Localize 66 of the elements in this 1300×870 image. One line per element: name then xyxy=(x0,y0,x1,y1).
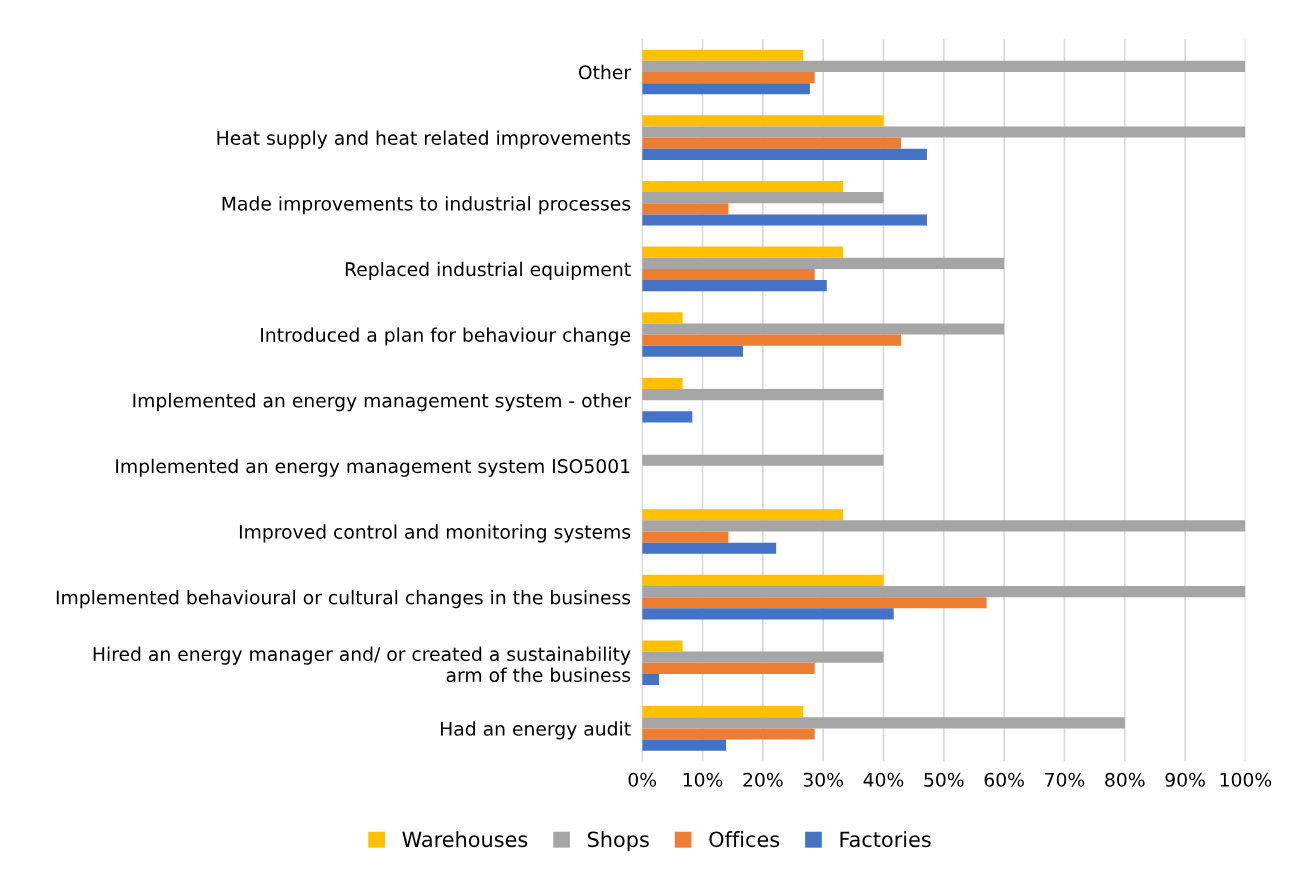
bar xyxy=(642,574,884,586)
y-tick-label: Implemented behavioural or cultural changes in the business xyxy=(56,590,631,609)
bar xyxy=(642,323,1005,335)
bar xyxy=(642,377,683,390)
bar xyxy=(642,411,693,423)
bar xyxy=(642,454,884,466)
bar xyxy=(642,71,815,84)
bar xyxy=(642,180,844,193)
y-tick-label: Implemented an energy management system ISO5001 xyxy=(116,458,630,477)
bar xyxy=(642,520,1246,532)
x-tick-label: 10% xyxy=(683,772,723,787)
bar xyxy=(642,257,1005,269)
bar xyxy=(642,673,660,686)
bar xyxy=(642,531,729,543)
bar xyxy=(642,115,884,127)
x-tick-label: 0% xyxy=(628,772,657,787)
bar xyxy=(642,542,777,554)
x-tick-label: 40% xyxy=(863,772,904,787)
x-tick-label: 30% xyxy=(803,772,843,787)
bar xyxy=(642,268,815,281)
y-tick-label: Introduced a plan for behaviour change xyxy=(261,327,631,346)
y-tick-label: Hired an energy manager and/ or created a sustainability arm of the business xyxy=(93,646,631,683)
bar xyxy=(642,60,1246,72)
bar xyxy=(642,214,927,226)
bar xyxy=(642,739,727,751)
bar xyxy=(642,597,987,609)
bar xyxy=(642,651,884,663)
legend-label: Factories xyxy=(840,831,931,848)
bar xyxy=(642,608,894,620)
x-tick-label: 60% xyxy=(984,772,1024,787)
bar xyxy=(642,49,804,61)
bar xyxy=(642,192,884,204)
bar xyxy=(642,137,901,149)
bar xyxy=(642,148,927,160)
bar xyxy=(642,312,683,324)
bar xyxy=(642,334,901,346)
bar xyxy=(642,640,683,652)
legend-label: Shops xyxy=(587,831,649,852)
x-tick-label: 50% xyxy=(924,772,964,787)
x-tick-label: 90% xyxy=(1165,772,1205,787)
y-tick-label: Replaced industrial equipment xyxy=(345,261,631,280)
legend-label: Offices xyxy=(709,831,780,848)
bar xyxy=(642,389,884,401)
x-tick-label: 80% xyxy=(1105,772,1145,787)
x-tick-label: 70% xyxy=(1045,772,1085,787)
y-tick-label: Other xyxy=(578,64,632,80)
bar xyxy=(642,83,810,95)
y-tick-label: Implemented an energy management system - other xyxy=(133,393,632,412)
y-tick-label: Improved control and monitoring systems xyxy=(239,524,631,543)
bar xyxy=(642,728,815,740)
bar xyxy=(642,585,1246,598)
x-tick-label: 100% xyxy=(1220,772,1272,787)
bar xyxy=(642,717,1125,729)
bar xyxy=(642,662,815,674)
bar xyxy=(642,509,844,521)
bar xyxy=(642,345,743,357)
bar xyxy=(642,280,827,292)
legend-label: Warehouses xyxy=(402,831,528,848)
y-tick-label: Had an energy audit xyxy=(441,721,631,740)
y-tick-label: Made improvements to industrial processes xyxy=(222,196,631,215)
bar xyxy=(642,126,1246,138)
y-tick-label: Heat supply and heat related improvements xyxy=(217,130,631,149)
bar xyxy=(642,246,844,258)
bar xyxy=(642,706,804,718)
bar xyxy=(642,203,729,215)
x-tick-label: 20% xyxy=(743,772,783,787)
